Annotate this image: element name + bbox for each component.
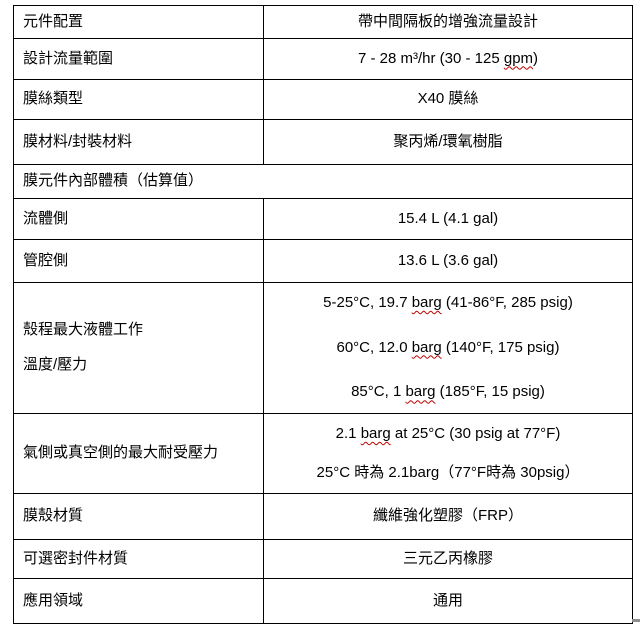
spec-value-line: 通用 — [268, 592, 628, 611]
spec-table-body: 元件配置 帶中間隔板的增強流量設計設計流量範圍 7 - 28 m³/hr (30 -… — [13, 5, 633, 624]
spec-value-cell: 纖維強化塑膠（FRP） — [263, 493, 633, 540]
table-row: 流體側 15.4 L (4.1 gal) — [13, 198, 633, 240]
spec-label-cell: 流體側 — [13, 198, 264, 240]
spec-label-cell: 殼程最大液體工作 溫度/壓力 — [13, 282, 264, 414]
value-text: 85°C, 1 — [351, 383, 406, 401]
misspelled-word: barg — [411, 338, 442, 356]
value-text: 聚丙烯/環氧樹脂 — [393, 132, 503, 150]
spec-value-cell: 7 - 28 m³/hr (30 - 125 gpm) — [263, 38, 633, 80]
spec-label: 流體側 — [23, 209, 69, 227]
spec-label-cell: 氣側或真空側的最大耐受壓力 — [13, 413, 264, 494]
spec-value-line: 7 - 28 m³/hr (30 - 125 gpm) — [268, 50, 628, 69]
value-text: 2.1 — [335, 424, 361, 442]
spec-label-cell: 膜殼材質 — [13, 493, 264, 540]
spec-value-line: 2.1 barg at 25°C (30 psig at 77°F) — [268, 425, 628, 444]
value-text: 5-25°C, 19.7 — [323, 293, 412, 311]
table-row: 管腔側 13.6 L (3.6 gal) — [13, 239, 633, 283]
spec-value-cell: 13.6 L (3.6 gal) — [263, 239, 633, 283]
value-text: ) — [533, 49, 539, 67]
table-row: 元件配置 帶中間隔板的增強流量設計 — [13, 5, 633, 39]
value-text: 25°C 時為 2.1barg（77°F時為 30psig） — [316, 463, 580, 481]
spec-value-cell: 聚丙烯/環氧樹脂 — [263, 119, 633, 165]
value-text: 纖維強化塑膠（FRP） — [372, 507, 523, 525]
spec-label-cell: 可選密封件材質 — [13, 539, 264, 579]
spec-label-cell: 設計流量範圍 — [13, 38, 264, 80]
value-text: X40 膜絲 — [417, 90, 479, 108]
value-text: 三元乙丙橡膠 — [402, 549, 493, 567]
table-row: 殼程最大液體工作 溫度/壓力 5-25°C, 19.7 barg (41-86°F,… — [13, 282, 633, 414]
value-text: 60°C, 12.0 — [336, 338, 412, 356]
value-text: (41-86°F, 285 psig) — [441, 293, 573, 311]
spec-label-cell: 膜絲類型 — [13, 79, 264, 120]
misspelled-word: barg — [360, 424, 391, 442]
spec-label: 殼程最大液體工作 — [23, 321, 144, 339]
spec-value-line: 13.6 L (3.6 gal) — [268, 252, 628, 271]
spec-value-cell: 帶中間隔板的增強流量設計 — [263, 5, 633, 39]
section-header-text: 膜元件內部體積（估算值） — [23, 172, 204, 190]
value-text: 15.4 L (4.1 gal) — [397, 209, 499, 227]
table-row: 膜殼材質 纖維強化塑膠（FRP） — [13, 493, 633, 540]
misspelled-word: barg — [405, 383, 436, 401]
table-row: 可選密封件材質 三元乙丙橡膠 — [13, 539, 633, 579]
spec-label: 膜殼材質 — [23, 507, 84, 525]
spec-label-cell: 管腔側 — [13, 239, 264, 283]
section-header-cell: 膜元件內部體積（估算值） — [13, 164, 633, 199]
value-text: 通用 — [432, 591, 463, 609]
spec-value-cell: 2.1 barg at 25°C (30 psig at 77°F) 25°C 時… — [263, 413, 633, 494]
spec-label-cell: 膜材料/封裝材料 — [13, 119, 264, 165]
value-text: (185°F, 15 psig) — [435, 383, 545, 401]
spec-value-line: 帶中間隔板的增強流量設計 — [268, 13, 628, 32]
spec-value-cell: X40 膜絲 — [263, 79, 633, 120]
spec-value-line: 聚丙烯/環氧樹脂 — [268, 133, 628, 152]
spec-table: 元件配置 帶中間隔板的增強流量設計設計流量範圍 7 - 28 m³/hr (30 -… — [13, 5, 633, 624]
misspelled-word: gpm — [503, 49, 534, 67]
spec-value-line: 60°C, 12.0 barg (140°F, 175 psig) — [268, 339, 628, 358]
spec-value-line: 85°C, 1 barg (185°F, 15 psig) — [268, 383, 628, 402]
corner-mark — [632, 619, 640, 622]
spec-label: 膜材料/封裝材料 — [23, 132, 133, 150]
spec-value-line: 5-25°C, 19.7 barg (41-86°F, 285 psig) — [268, 294, 628, 313]
value-text: 13.6 L (3.6 gal) — [397, 251, 499, 269]
spec-value-cell: 通用 — [263, 578, 633, 624]
value-text: at 25°C (30 psig at 77°F) — [390, 424, 561, 442]
spec-label-cell: 應用領域 — [13, 578, 264, 624]
table-row: 應用領域 通用 — [13, 578, 633, 624]
spec-label: 膜絲類型 — [23, 90, 84, 108]
spec-label: 應用領域 — [23, 591, 84, 609]
spec-value-cell: 5-25°C, 19.7 barg (41-86°F, 285 psig) 60°… — [263, 282, 633, 414]
value-text: 7 - 28 m³/hr (30 - 125 — [357, 49, 504, 67]
spec-label: 設計流量範圍 — [23, 49, 114, 67]
table-row: 氣側或真空側的最大耐受壓力 2.1 barg at 25°C (30 psig a… — [13, 413, 633, 494]
spec-label: 元件配置 — [23, 12, 84, 30]
table-row: 設計流量範圍 7 - 28 m³/hr (30 - 125 gpm) — [13, 38, 633, 80]
spec-value-line: 三元乙丙橡膠 — [268, 550, 628, 569]
spec-label-cell: 元件配置 — [13, 5, 264, 39]
spec-value-cell: 三元乙丙橡膠 — [263, 539, 633, 579]
spec-label: 管腔側 — [23, 251, 69, 269]
value-text: 帶中間隔板的增強流量設計 — [357, 12, 538, 30]
value-text: (140°F, 175 psig) — [441, 338, 560, 356]
spec-value-line: 25°C 時為 2.1barg（77°F時為 30psig） — [268, 464, 628, 483]
table-row: 膜絲類型 X40 膜絲 — [13, 79, 633, 120]
spec-value-line: 纖維強化塑膠（FRP） — [268, 507, 628, 526]
spec-value-line: X40 膜絲 — [268, 90, 628, 109]
spec-label: 可選密封件材質 — [23, 549, 129, 567]
table-row: 膜元件內部體積（估算值） — [13, 164, 633, 199]
spec-value-line: 15.4 L (4.1 gal) — [268, 210, 628, 229]
spec-value-cell: 15.4 L (4.1 gal) — [263, 198, 633, 240]
spec-label: 溫度/壓力 — [23, 356, 88, 373]
spec-label: 氣側或真空側的最大耐受壓力 — [23, 444, 219, 462]
misspelled-word: barg — [411, 293, 442, 311]
table-row: 膜材料/封裝材料 聚丙烯/環氧樹脂 — [13, 119, 633, 165]
